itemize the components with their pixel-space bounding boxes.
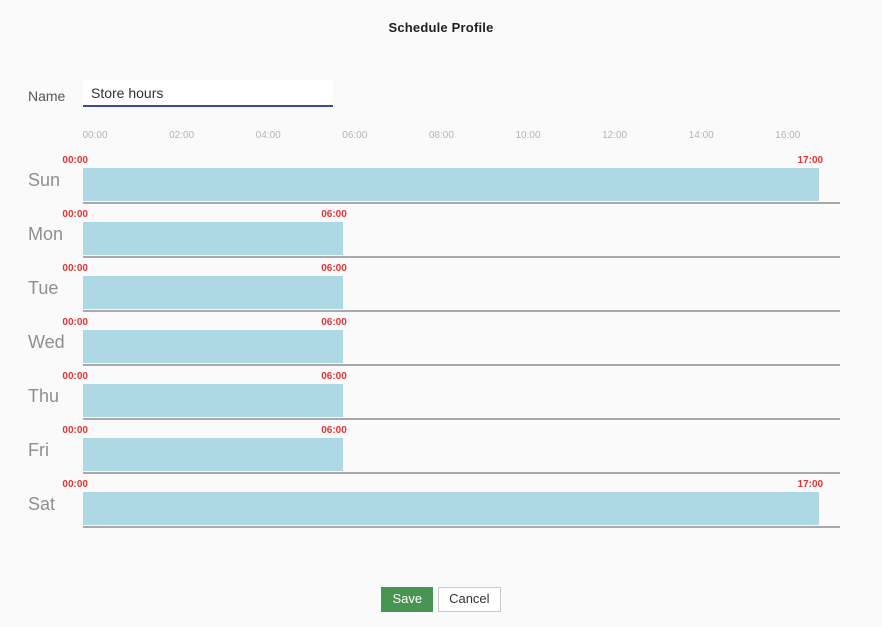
row-baseline xyxy=(83,418,840,420)
schedule-bar[interactable] xyxy=(83,330,343,363)
row-baseline xyxy=(83,256,840,258)
bar-end-time: 06:00 xyxy=(321,209,347,220)
row-baseline xyxy=(83,364,840,366)
axis-tick-label: 02:00 xyxy=(169,130,195,141)
schedule-bar[interactable] xyxy=(83,438,343,471)
day-label: Sat xyxy=(28,494,56,514)
schedule-bar[interactable] xyxy=(83,222,343,255)
row-baseline xyxy=(83,310,840,312)
bar-end-time: 06:00 xyxy=(321,425,347,436)
button-row: Save Cancel xyxy=(0,587,882,612)
axis-tick-label: 08:00 xyxy=(428,130,454,141)
day-label: Wed xyxy=(28,332,65,352)
day-label: Mon xyxy=(28,224,64,244)
schedule-bar[interactable] xyxy=(83,276,343,309)
bar-end-time: 06:00 xyxy=(321,263,347,274)
bar-end-time: 17:00 xyxy=(797,155,824,166)
name-label: Name xyxy=(28,88,66,104)
bar-start-time: 00:00 xyxy=(62,209,88,220)
row-baseline xyxy=(83,202,840,204)
schedule-bar[interactable] xyxy=(83,492,820,525)
save-button[interactable]: Save xyxy=(381,587,434,612)
axis-tick-label: 12:00 xyxy=(602,130,628,141)
bar-start-time: 00:00 xyxy=(62,371,88,382)
axis-tick-label: 16:00 xyxy=(775,130,801,141)
bar-start-time: 00:00 xyxy=(62,479,88,490)
schedule-bar[interactable] xyxy=(83,384,343,417)
axis-tick-label: 14:00 xyxy=(688,130,714,141)
bar-start-time: 00:00 xyxy=(62,317,88,328)
bar-end-time: 17:00 xyxy=(797,479,824,490)
bar-end-time: 06:00 xyxy=(321,371,347,382)
name-input[interactable] xyxy=(83,80,333,107)
axis-tick-label: 00:00 xyxy=(82,130,108,141)
row-baseline xyxy=(83,526,840,528)
day-label: Sun xyxy=(28,170,61,190)
cancel-button[interactable]: Cancel xyxy=(438,587,501,612)
bar-start-time: 00:00 xyxy=(62,425,88,436)
bar-start-time: 00:00 xyxy=(62,263,88,274)
day-label: Tue xyxy=(28,278,59,298)
row-baseline xyxy=(83,472,840,474)
page-title: Schedule Profile xyxy=(388,20,494,35)
day-label: Thu xyxy=(28,386,60,406)
axis-tick-label: 04:00 xyxy=(255,130,281,141)
bar-end-time: 06:00 xyxy=(321,317,347,328)
schedule-bar[interactable] xyxy=(83,168,820,201)
axis-tick-label: 10:00 xyxy=(515,130,541,141)
day-label: Fri xyxy=(28,440,49,460)
axis-tick-label: 06:00 xyxy=(342,130,368,141)
bar-start-time: 00:00 xyxy=(62,155,88,166)
